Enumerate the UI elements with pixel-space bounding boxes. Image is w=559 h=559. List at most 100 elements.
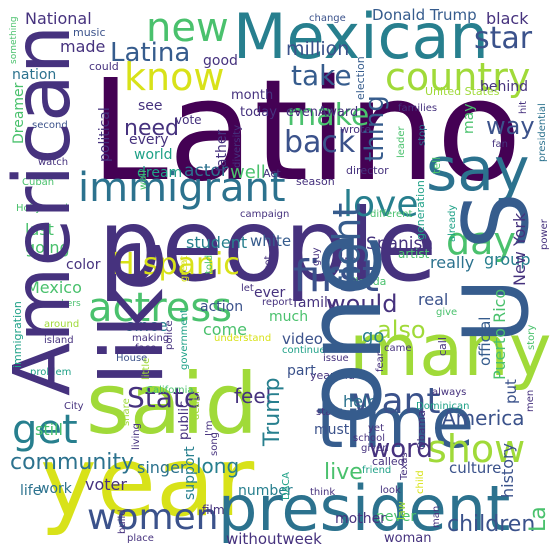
word-something: something: [9, 16, 19, 64]
word-report: report: [262, 297, 293, 308]
word-world: world: [134, 147, 173, 163]
word-mexico: Mexico: [26, 278, 82, 297]
word-guy: guy: [311, 247, 322, 266]
word-called: called: [372, 455, 405, 468]
word-music: music: [73, 26, 106, 39]
word-father: father: [214, 129, 230, 172]
word-la: La: [526, 506, 551, 532]
word-watch: watch: [38, 157, 69, 168]
word-community: community: [10, 450, 135, 475]
word-want: want: [352, 381, 441, 422]
word-time: time: [316, 382, 475, 464]
word-like: like: [83, 238, 183, 386]
word-think: think: [310, 487, 336, 498]
word-real: real: [418, 290, 449, 309]
word-power: power: [539, 219, 550, 250]
word-behind: behind: [480, 79, 529, 95]
word-government: government: [179, 309, 190, 370]
word-call: call: [436, 337, 449, 356]
word-country: country: [385, 55, 531, 99]
word-vote: vote: [175, 113, 202, 127]
word-since: since: [126, 316, 168, 335]
word-need: need: [124, 116, 179, 141]
word-come: come: [203, 320, 248, 339]
word-also: also: [377, 316, 426, 344]
word-ever: ever: [254, 285, 286, 301]
word-florida: Florida: [349, 275, 387, 288]
word-campaign: campaign: [240, 209, 290, 220]
word-hollywood: Hollywood: [16, 203, 68, 214]
word-place: place: [127, 533, 154, 544]
word-star: star: [474, 21, 533, 56]
word-america: America: [442, 406, 525, 430]
word-today: today: [240, 105, 277, 120]
word-could: could: [89, 60, 119, 73]
word-voter: voter: [85, 475, 127, 494]
word-actor: actor: [184, 161, 228, 181]
word-face: face: [135, 343, 157, 354]
word-must: must: [314, 422, 350, 438]
word-season: season: [296, 175, 335, 188]
word-never: never: [376, 509, 417, 525]
word-second: second: [32, 120, 68, 131]
word-fear: fear: [375, 352, 386, 372]
word-children: children: [447, 512, 536, 537]
word-different: different: [370, 209, 413, 220]
word-families: families: [398, 103, 438, 114]
word-black: black: [486, 9, 529, 28]
word-dream: dream: [137, 165, 183, 181]
word-always: always: [432, 387, 467, 398]
word-artist: artist: [398, 247, 430, 261]
word-death: death: [191, 391, 202, 420]
word-puerto-rico: Puerto Rico: [490, 288, 509, 380]
word-public: public: [177, 400, 192, 440]
word-million: million: [286, 38, 350, 60]
word-word: word: [369, 434, 433, 464]
word-going: going: [25, 238, 70, 257]
word-love: love: [343, 184, 419, 225]
word-made: made: [60, 37, 106, 56]
word-daca: DACA: [281, 471, 292, 500]
word-well: well: [230, 162, 266, 183]
word-california: California: [146, 385, 194, 396]
word-may: may: [461, 103, 477, 134]
word-culture: culture: [449, 459, 502, 477]
word-every: every: [129, 132, 169, 148]
word-friend: friend: [362, 465, 392, 476]
word-generation: generation: [414, 180, 427, 240]
word-latina: Latina: [110, 38, 191, 68]
word-song: song: [209, 431, 220, 456]
word-leader: leader: [396, 126, 407, 158]
word-great: great: [179, 255, 190, 282]
word-story: story: [526, 324, 537, 350]
word-election: election: [354, 56, 367, 100]
word-help: help: [343, 392, 378, 411]
word-dreamer: Dreamer: [11, 82, 27, 144]
word-nation: nation: [12, 67, 57, 83]
word-national: National: [25, 9, 92, 28]
word-people: people: [98, 187, 437, 304]
word-build: build: [117, 509, 128, 534]
word-end: end: [293, 235, 304, 254]
word-know: know: [124, 55, 225, 99]
word-thing: thing: [360, 95, 390, 162]
word-group: group: [484, 250, 531, 269]
word-stop: stop: [417, 124, 428, 146]
word-got: got: [263, 255, 274, 272]
word-immigration: immigration: [11, 301, 24, 368]
word-singer: singer: [137, 458, 187, 477]
word-act: Act: [263, 167, 281, 180]
word-way: way: [486, 112, 535, 140]
word-told: told: [204, 254, 215, 274]
word-issue: issue: [323, 353, 349, 364]
word-police: police: [164, 320, 175, 350]
word-right: right: [325, 202, 369, 292]
word-withoutweek: withoutweek: [226, 530, 322, 548]
word-yet: yet: [368, 423, 384, 434]
word-problem: problem: [30, 367, 72, 378]
word-year-old: year old: [310, 369, 355, 382]
word-members: members: [38, 299, 81, 309]
word-see: see: [138, 98, 163, 114]
word-spanish: Spanish: [366, 234, 434, 254]
